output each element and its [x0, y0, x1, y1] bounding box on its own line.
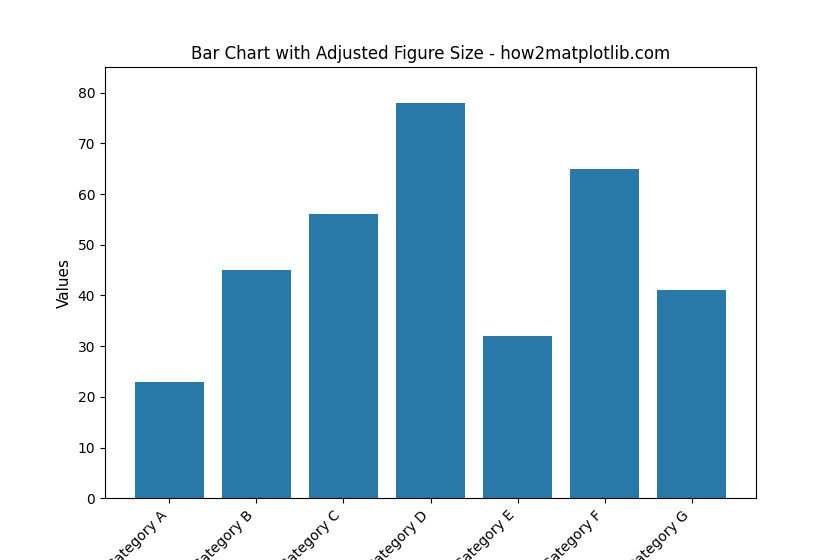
Bar	[134, 382, 204, 498]
Bar	[657, 291, 727, 498]
Y-axis label: Values: Values	[57, 258, 72, 308]
Bar	[222, 270, 291, 498]
Bar	[396, 102, 465, 498]
Bar	[483, 336, 553, 498]
Bar	[308, 214, 378, 498]
Title: Bar Chart with Adjusted Figure Size - how2matplotlib.com: Bar Chart with Adjusted Figure Size - ho…	[191, 45, 670, 63]
Bar	[570, 169, 639, 498]
